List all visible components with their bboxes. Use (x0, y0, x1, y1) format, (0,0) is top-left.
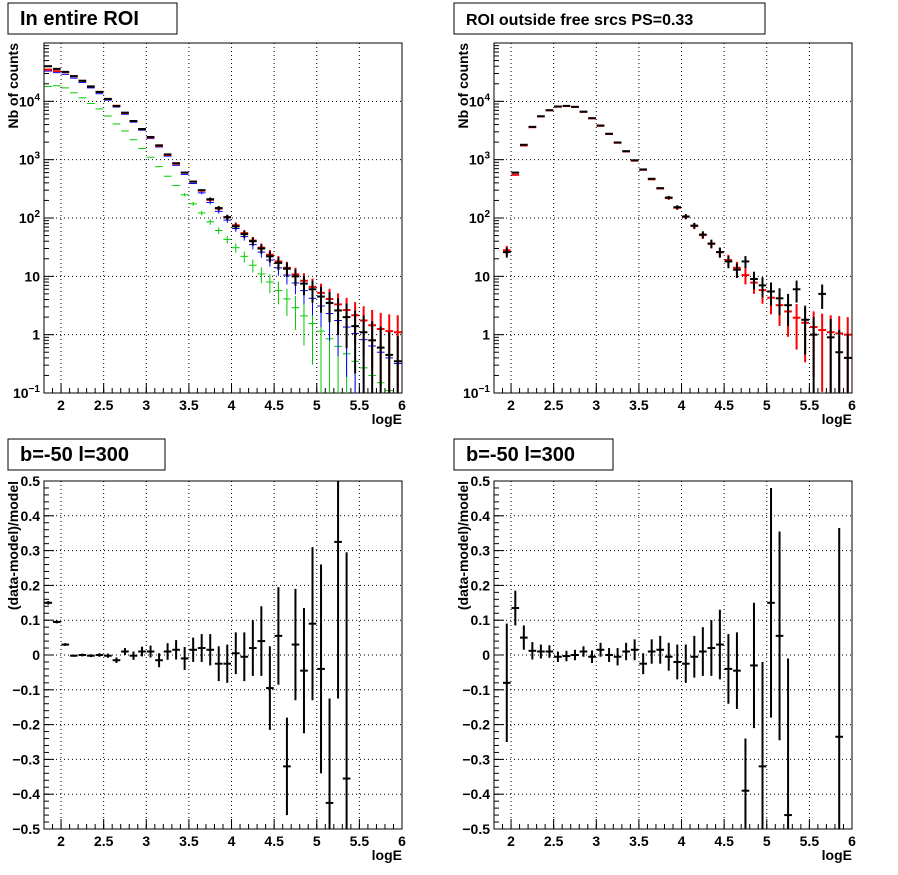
y-axis-title: Nb of counts (5, 43, 21, 129)
chart-title: ROI outside free srcs PS=0.33 (466, 12, 693, 29)
x-tick-label: 2.5 (544, 833, 564, 849)
y-tick-label: 0.3 (21, 543, 41, 559)
y-tick-label: 0.4 (471, 508, 491, 524)
y-tick-label: −0.4 (462, 786, 490, 802)
x-tick-label: 4 (228, 833, 236, 849)
x-tick-label: 3.5 (629, 833, 649, 849)
y-tick-label: 0 (482, 647, 490, 663)
x-tick-label: 4.5 (714, 833, 734, 849)
x-tick-label: 2.5 (94, 397, 114, 413)
x-tick-label: 4.5 (264, 833, 284, 849)
y-tick-label: 0.3 (471, 543, 491, 559)
x-tick-label: 5 (313, 833, 321, 849)
x-tick-label: 5 (763, 833, 771, 849)
x-tick-label: 5.5 (800, 833, 820, 849)
y-tick-label: 1 (482, 327, 490, 343)
y-axis-title: (data-model)/model (5, 481, 21, 610)
y-tick-label: 10−1 (13, 384, 40, 401)
y-tick-label: 0.1 (471, 612, 491, 628)
y-tick-label: 102 (469, 209, 491, 226)
y-tick-label: 10 (474, 268, 490, 284)
x-tick-label: 3 (592, 833, 600, 849)
y-axis-title: (data-model)/model (455, 481, 471, 610)
x-tick-label: 2 (507, 397, 515, 413)
x-tick-label: 4 (678, 397, 686, 413)
x-axis-title: logE (372, 847, 402, 863)
x-tick-label: 4 (678, 833, 686, 849)
x-tick-label: 4.5 (264, 397, 284, 413)
y-tick-label: 103 (469, 151, 491, 168)
chart-title: In entire ROI (20, 8, 139, 30)
x-tick-label: 6 (848, 397, 856, 413)
y-tick-label: 102 (19, 209, 41, 226)
x-axis-title: logE (822, 847, 852, 863)
x-tick-label: 3 (142, 833, 150, 849)
chart-title-box (7, 438, 166, 471)
x-tick-label: 3 (142, 397, 150, 413)
y-tick-label: −0.3 (12, 751, 40, 767)
y-tick-label: 104 (19, 92, 41, 109)
y-tick-label: 10 (24, 268, 40, 284)
y-tick-label: 0.2 (471, 577, 491, 593)
y-tick-label: −0.1 (12, 682, 40, 698)
y-tick-label: 10−1 (463, 384, 490, 401)
x-tick-label: 3.5 (629, 397, 649, 413)
x-tick-label: 2 (507, 833, 515, 849)
x-tick-label: 2.5 (94, 833, 114, 849)
x-tick-label: 5 (763, 397, 771, 413)
x-tick-label: 2 (57, 397, 65, 413)
x-tick-label: 6 (398, 833, 406, 849)
y-axis-title: Nb of counts (455, 43, 471, 129)
x-tick-label: 6 (848, 833, 856, 849)
y-tick-label: −0.2 (12, 717, 40, 733)
x-tick-label: 3 (592, 397, 600, 413)
chart-title-box (453, 438, 614, 471)
y-tick-label: 103 (19, 151, 41, 168)
y-tick-label: 0.1 (21, 612, 41, 628)
x-tick-label: 5 (313, 397, 321, 413)
x-axis-title: logE (372, 411, 402, 427)
chart-title: b=-50 l=300 (20, 444, 129, 466)
x-tick-label: 4.5 (714, 397, 734, 413)
y-tick-label: −0.5 (462, 821, 490, 837)
y-tick-label: −0.4 (12, 786, 40, 802)
y-tick-label: −0.1 (462, 682, 490, 698)
y-tick-label: 0.5 (471, 473, 491, 489)
chart-title-box (7, 2, 178, 35)
x-tick-label: 2 (57, 833, 65, 849)
y-tick-label: −0.2 (462, 717, 490, 733)
y-tick-label: −0.5 (12, 821, 40, 837)
x-tick-label: 6 (398, 397, 406, 413)
x-tick-label: 3.5 (179, 397, 199, 413)
x-tick-label: 2.5 (544, 397, 564, 413)
y-tick-label: 104 (469, 92, 491, 109)
x-tick-label: 5.5 (800, 397, 820, 413)
chart-title: b=-50 l=300 (466, 444, 575, 466)
x-tick-label: 3.5 (179, 833, 199, 849)
y-tick-label: −0.3 (462, 751, 490, 767)
x-tick-label: 5.5 (350, 397, 370, 413)
x-tick-label: 5.5 (350, 833, 370, 849)
y-tick-label: 0.4 (21, 508, 41, 524)
x-axis-title: logE (822, 411, 852, 427)
x-tick-label: 4 (228, 397, 236, 413)
y-tick-label: 0.5 (21, 473, 41, 489)
y-tick-label: 0.2 (21, 577, 41, 593)
y-tick-label: 0 (32, 647, 40, 663)
chart-title-box (453, 2, 766, 35)
y-tick-label: 1 (32, 327, 40, 343)
